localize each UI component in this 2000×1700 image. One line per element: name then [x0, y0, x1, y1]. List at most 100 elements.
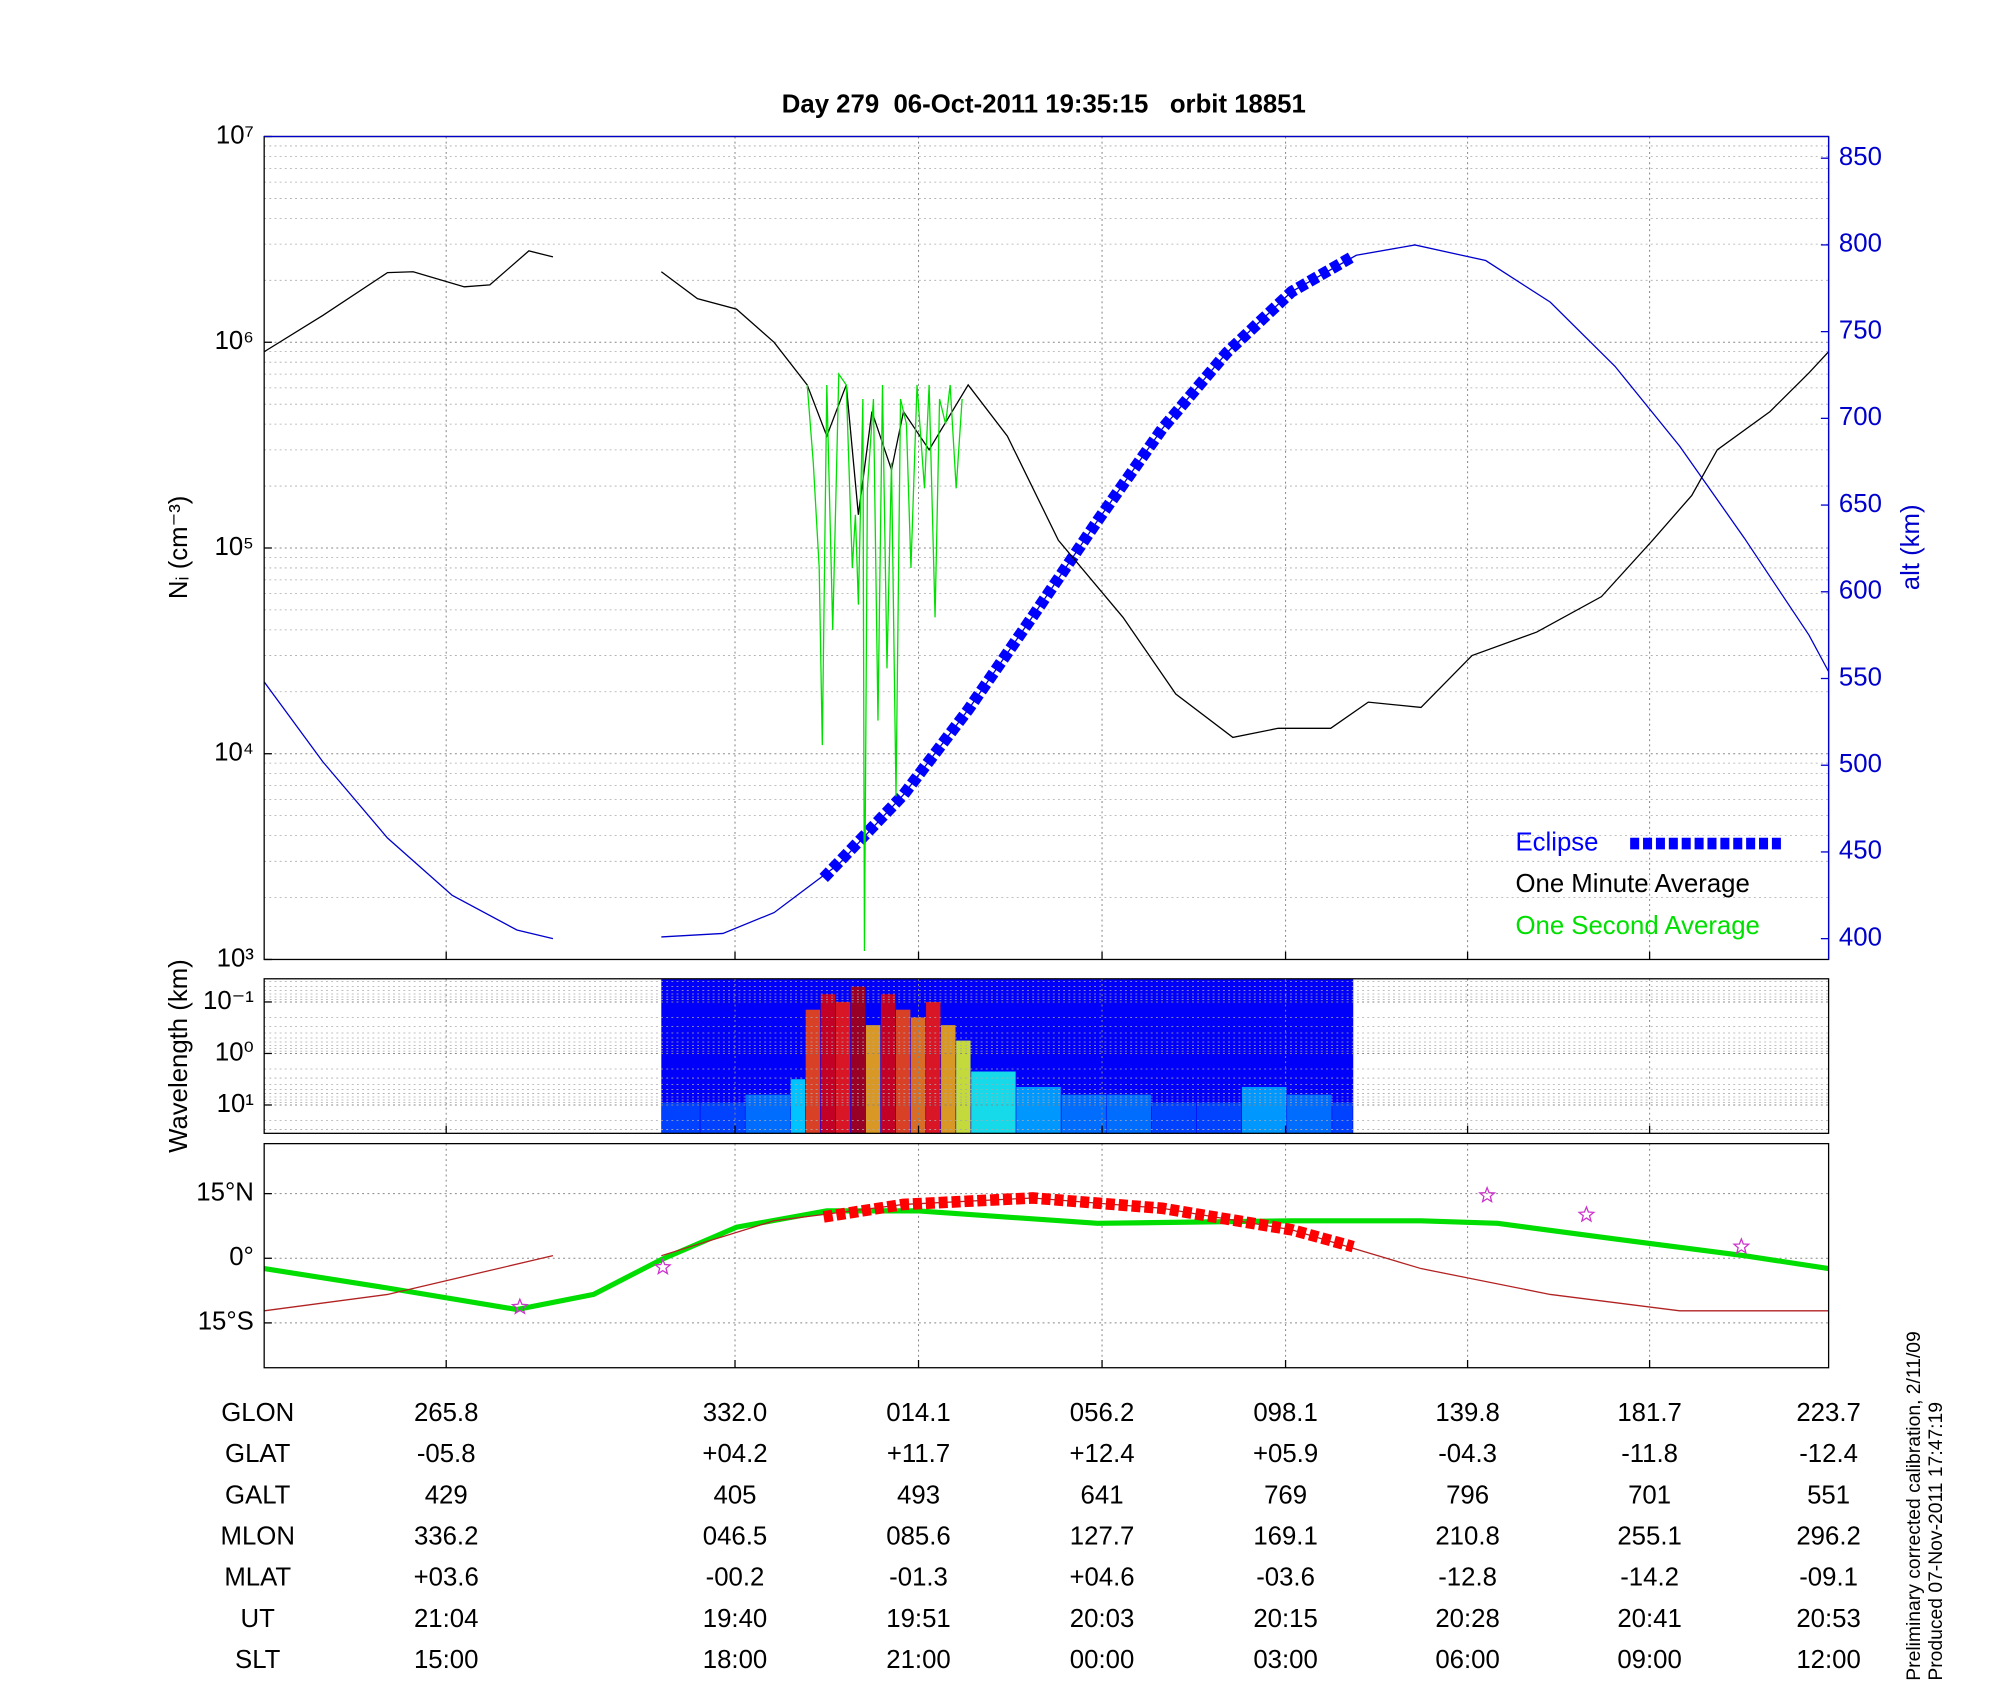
table-cell: 255.1 [1617, 1523, 1681, 1551]
heatmap-cell [911, 1017, 926, 1134]
y-tick-label: 10⁴ [214, 739, 254, 767]
heatmap-cell [1332, 1102, 1353, 1134]
table-cell: -01.3 [889, 1564, 948, 1592]
legend-label: One Second Average [1515, 912, 1759, 940]
table-cell: 265.8 [414, 1399, 478, 1427]
table-cell: 21:00 [886, 1646, 950, 1674]
table-cell: 00:00 [1070, 1646, 1134, 1674]
table-cell: -05.8 [417, 1440, 476, 1468]
table-cell: 15:00 [414, 1646, 478, 1674]
table-cell: 20:41 [1617, 1605, 1681, 1633]
y2-tick-label: 600 [1839, 577, 1882, 605]
y-tick-label: 15°N [196, 1178, 254, 1206]
heatmap-cell [745, 1094, 791, 1134]
row-label: GLAT [225, 1440, 291, 1468]
table-cell: 139.8 [1435, 1399, 1499, 1427]
line-series [264, 1208, 1829, 1313]
table-cell: 551 [1807, 1481, 1850, 1509]
note: Preliminary corrected calibration, 2/11/… [1904, 1331, 1925, 1680]
heatmap-cell [835, 1001, 851, 1134]
table-cell: 641 [1081, 1481, 1124, 1509]
table-cell: 20:15 [1253, 1605, 1317, 1633]
heatmap-cell [1241, 1086, 1287, 1134]
marker [653, 1257, 672, 1276]
line-series [264, 250, 1829, 739]
table-cell: 405 [714, 1481, 757, 1509]
table-cell: -14.2 [1620, 1564, 1679, 1592]
y-tick-label: 10⁻¹ [203, 987, 254, 1015]
table-cell: -03.6 [1256, 1564, 1315, 1592]
heatmap-cell [1061, 1094, 1106, 1134]
heatmap-cell [1016, 1086, 1061, 1134]
table-cell: 336.2 [414, 1523, 478, 1551]
table-cell: +04.6 [1069, 1564, 1134, 1592]
marker [1732, 1237, 1751, 1255]
table-cell: 223.7 [1796, 1399, 1860, 1427]
table-cell: 014.1 [886, 1399, 950, 1427]
y-tick-label: 0° [229, 1243, 254, 1271]
table-cell: 03:00 [1253, 1646, 1317, 1674]
table-cell: 21:04 [414, 1605, 478, 1633]
y-tick-label: 10⁶ [215, 327, 254, 355]
table-cell: -12.4 [1799, 1440, 1858, 1468]
table-cell: 12:00 [1796, 1646, 1860, 1674]
heatmap-cell [1287, 1094, 1332, 1134]
line-series [819, 252, 1355, 882]
y2-tick-label: 450 [1839, 837, 1882, 865]
table-cell: 127.7 [1070, 1523, 1134, 1551]
table-cell: 085.6 [886, 1523, 950, 1551]
heatmap-cell [971, 1071, 1016, 1134]
table-cell: 098.1 [1253, 1399, 1317, 1427]
heatmap-cell [956, 1040, 971, 1134]
table-cell: +11.7 [887, 1440, 950, 1468]
table-cell: 332.0 [703, 1399, 767, 1427]
y2-tick-label: 550 [1839, 663, 1882, 691]
heatmap-cell [895, 1009, 911, 1134]
y-tick-label: 10⁵ [215, 533, 254, 561]
row-label: MLON [221, 1523, 295, 1551]
table-cell: 056.2 [1070, 1399, 1134, 1427]
table-cell: 19:40 [703, 1605, 767, 1633]
table-cell: 20:53 [1796, 1605, 1860, 1633]
note: Produced 07-Nov-2011 17:47:19 [1926, 1402, 1947, 1681]
line-series [806, 372, 963, 951]
table-cell: +04.2 [702, 1440, 767, 1468]
table-cell: 09:00 [1617, 1646, 1681, 1674]
heatmap-cell [850, 986, 866, 1134]
heatmap-cell [700, 1102, 745, 1134]
y-tick-label: 10¹ [217, 1090, 255, 1118]
row-label: SLT [235, 1646, 281, 1674]
y-tick-label: 10³ [217, 944, 255, 972]
row-label: UT [241, 1605, 276, 1633]
table-cell: +05.9 [1253, 1440, 1318, 1468]
table-cell: 046.5 [703, 1523, 767, 1551]
table-cell: -00.2 [706, 1564, 765, 1592]
y-tick-label: 10⁰ [215, 1038, 254, 1066]
heatmap-cell [865, 1025, 881, 1134]
table-cell: 493 [897, 1481, 940, 1509]
plot-frame [263, 978, 1830, 1134]
y-axis-label: Wavelength (km) [165, 959, 193, 1153]
table-cell: 796 [1446, 1481, 1489, 1509]
table-cell: 769 [1264, 1481, 1307, 1509]
y2-axis-label: alt (km) [1897, 504, 1925, 590]
y2-tick-label: 500 [1839, 750, 1882, 778]
y2-tick-label: 800 [1839, 230, 1882, 258]
line-series [264, 1197, 1829, 1312]
table-cell: 20:03 [1070, 1605, 1134, 1633]
y2-tick-label: 750 [1839, 316, 1882, 344]
chart-title: Day 279 06-Oct-2011 19:35:15 orbit 18851 [782, 90, 1306, 118]
heatmap-cell [1151, 1102, 1197, 1134]
row-label: GALT [225, 1481, 291, 1509]
heatmap-cell [880, 994, 896, 1134]
table-cell: 701 [1628, 1481, 1671, 1509]
y2-tick-label: 700 [1839, 403, 1882, 431]
legend-label: Eclipse [1515, 828, 1598, 856]
table-cell: 19:51 [886, 1605, 950, 1633]
table-cell: 296.2 [1796, 1523, 1860, 1551]
y2-tick-label: 400 [1839, 923, 1882, 951]
table-cell: +03.6 [414, 1564, 479, 1592]
marker [1478, 1185, 1497, 1203]
table-cell: -11.8 [1621, 1440, 1678, 1468]
